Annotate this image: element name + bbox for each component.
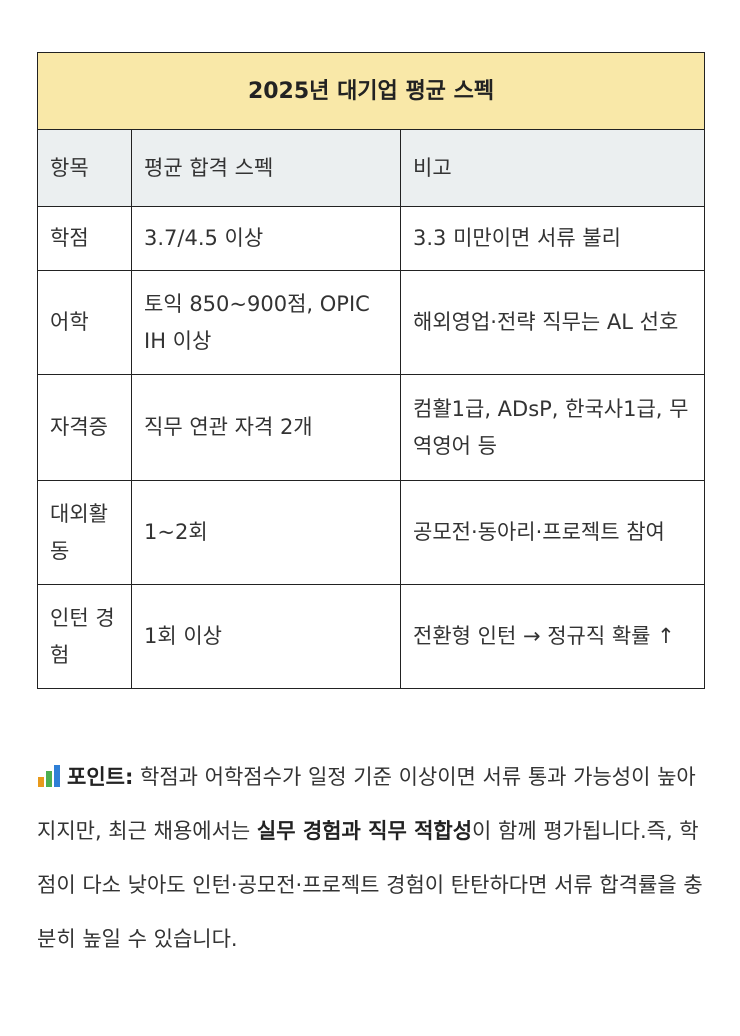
cell-note: 컴활1급, ADsP, 한국사1급, 무역영어 등 <box>399 374 706 481</box>
cell-spec: 토익 850~900점, OPIC IH 이상 <box>131 270 401 375</box>
cell-item: 어학 <box>37 270 132 375</box>
cell-item: 자격증 <box>37 374 132 481</box>
table-row: 인턴 경험 1회 이상 전환형 인턴 → 정규직 확률 ↑ <box>37 584 706 689</box>
point-paragraph: 포인트: 학점과 어학점수가 일정 기준 이상이면 서류 통과 가능성이 높아지… <box>37 750 707 966</box>
cell-spec: 직무 연관 자격 2개 <box>131 374 401 481</box>
cell-item: 학점 <box>37 206 132 271</box>
spec-table: 2025년 대기업 평균 스펙 항목 평균 합격 스펙 비고 학점 3.7/4.… <box>36 52 706 689</box>
point-label: 포인트: <box>67 765 134 789</box>
header-item: 항목 <box>37 129 132 207</box>
header-spec: 평균 합격 스펙 <box>131 129 401 207</box>
table-row: 어학 토익 850~900점, OPIC IH 이상 해외영업·전략 직무는 A… <box>37 270 706 375</box>
cell-spec: 1~2회 <box>131 480 401 585</box>
point-text-2: 이 함께 평가됩니다.즉, 학점이 다소 낮아도 인턴·공모전·프로젝트 경험이… <box>37 819 703 951</box>
table-title: 2025년 대기업 평균 스펙 <box>36 52 706 130</box>
cell-note: 공모전·동아리·프로젝트 참여 <box>399 480 706 585</box>
cell-spec: 1회 이상 <box>131 584 401 689</box>
cell-item: 대외활동 <box>37 480 132 585</box>
table-header-row: 항목 평균 합격 스펙 비고 <box>37 129 706 207</box>
bar-chart-icon <box>37 765 61 787</box>
header-note: 비고 <box>399 129 706 207</box>
table-row: 학점 3.7/4.5 이상 3.3 미만이면 서류 불리 <box>37 206 706 271</box>
point-bold: 실무 경험과 직무 적합성 <box>256 819 473 843</box>
cell-note: 3.3 미만이면 서류 불리 <box>399 206 706 271</box>
cell-item: 인턴 경험 <box>37 584 132 689</box>
table-row: 자격증 직무 연관 자격 2개 컴활1급, ADsP, 한국사1급, 무역영어 … <box>37 374 706 481</box>
cell-spec: 3.7/4.5 이상 <box>131 206 401 271</box>
cell-note: 해외영업·전략 직무는 AL 선호 <box>399 270 706 375</box>
table-row: 대외활동 1~2회 공모전·동아리·프로젝트 참여 <box>37 480 706 585</box>
point-text-1: 학점과 어학점수가 일정 기준 이상이면 서류 통과 가능성이 높아지지만, 최… <box>37 765 696 843</box>
cell-note: 전환형 인턴 → 정규직 확률 ↑ <box>399 584 706 689</box>
